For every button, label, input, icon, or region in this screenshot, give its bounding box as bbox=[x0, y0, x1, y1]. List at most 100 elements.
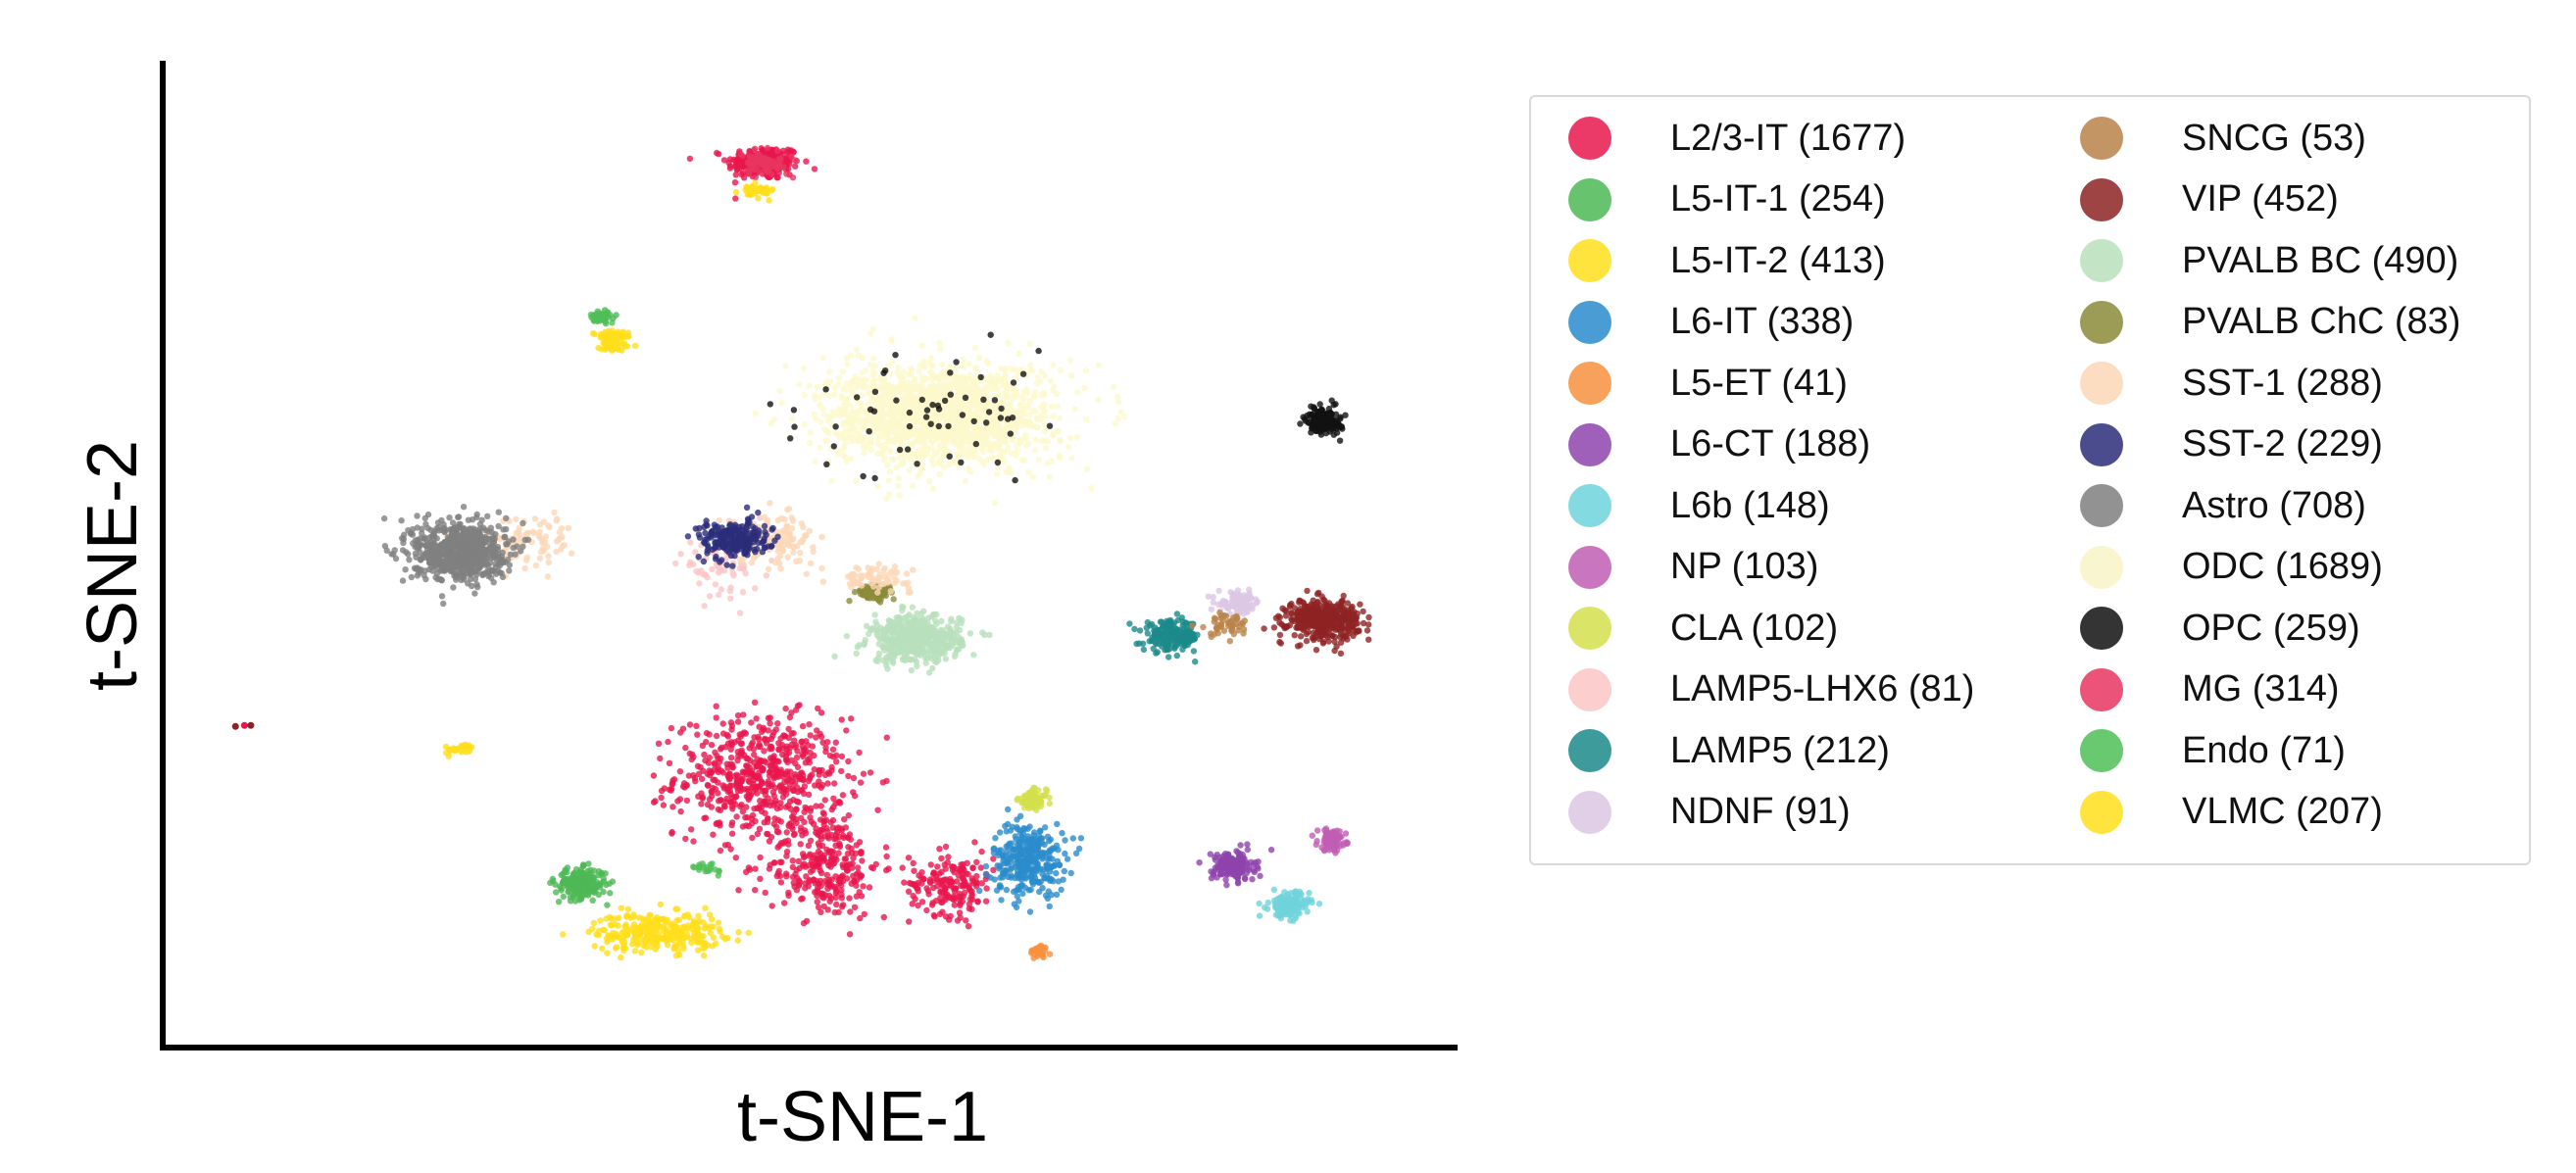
data-point bbox=[987, 874, 994, 881]
data-point bbox=[829, 824, 837, 831]
data-point bbox=[1049, 845, 1057, 852]
data-point bbox=[753, 783, 761, 790]
data-point bbox=[1314, 598, 1321, 606]
data-point bbox=[1327, 631, 1334, 638]
data-point bbox=[793, 754, 801, 761]
data-point bbox=[603, 881, 610, 888]
data-point bbox=[1278, 621, 1285, 628]
data-point bbox=[820, 817, 828, 825]
data-point bbox=[717, 928, 723, 935]
data-point bbox=[777, 879, 785, 886]
data-point bbox=[785, 725, 792, 733]
data-point bbox=[806, 876, 813, 884]
data-point bbox=[655, 740, 663, 747]
data-point bbox=[751, 751, 758, 758]
data-point bbox=[1189, 631, 1197, 638]
data-point bbox=[986, 631, 993, 639]
data-point bbox=[936, 846, 943, 853]
data-point bbox=[846, 831, 854, 838]
data-point bbox=[1200, 623, 1207, 631]
data-point bbox=[806, 721, 813, 728]
data-point bbox=[1026, 908, 1034, 915]
data-point bbox=[1237, 842, 1244, 849]
data-point bbox=[846, 931, 854, 938]
data-point bbox=[590, 329, 597, 337]
data-point bbox=[694, 731, 701, 738]
data-point bbox=[1325, 622, 1332, 629]
data-point bbox=[948, 617, 955, 625]
data-point bbox=[585, 860, 592, 867]
data-point bbox=[774, 768, 781, 775]
data-point bbox=[1225, 622, 1232, 630]
data-point bbox=[1025, 865, 1033, 873]
data-point bbox=[934, 863, 941, 870]
data-point bbox=[930, 884, 937, 892]
data-point bbox=[788, 514, 795, 521]
data-point bbox=[753, 715, 760, 722]
data-point bbox=[726, 165, 734, 171]
data-points bbox=[231, 144, 1372, 961]
data-point bbox=[732, 163, 739, 171]
data-point bbox=[813, 803, 819, 809]
data-point bbox=[947, 882, 955, 890]
data-point bbox=[584, 890, 592, 897]
data-point bbox=[530, 529, 538, 537]
data-point bbox=[718, 767, 725, 774]
data-point bbox=[1267, 847, 1275, 854]
data-point bbox=[788, 757, 795, 764]
data-point bbox=[1210, 594, 1216, 601]
data-point bbox=[797, 841, 804, 848]
data-point bbox=[641, 939, 649, 946]
data-point bbox=[794, 763, 802, 770]
data-point bbox=[798, 769, 806, 776]
data-point bbox=[770, 793, 778, 800]
data-point bbox=[771, 815, 778, 822]
data-point bbox=[824, 780, 831, 787]
data-point bbox=[818, 564, 825, 572]
data-point bbox=[924, 646, 931, 654]
data-point bbox=[748, 719, 755, 726]
data-point bbox=[657, 901, 664, 908]
data-point bbox=[718, 557, 725, 563]
data-point bbox=[817, 803, 824, 809]
data-point bbox=[591, 943, 598, 950]
data-point bbox=[817, 908, 824, 915]
data-point bbox=[1054, 857, 1062, 864]
data-point bbox=[749, 834, 756, 842]
data-point bbox=[823, 871, 830, 879]
data-point bbox=[883, 853, 890, 860]
data-point bbox=[978, 848, 985, 855]
data-point bbox=[1006, 840, 1013, 848]
data-point bbox=[654, 926, 661, 933]
data-point bbox=[874, 806, 881, 813]
data-point bbox=[1212, 615, 1219, 622]
data-point bbox=[1325, 638, 1332, 645]
data-point bbox=[513, 515, 520, 523]
data-point bbox=[1234, 874, 1241, 881]
data-point bbox=[916, 872, 922, 879]
data-point bbox=[690, 917, 698, 924]
data-point bbox=[974, 899, 981, 905]
data-point bbox=[845, 758, 852, 765]
data-point bbox=[848, 715, 855, 722]
data-point bbox=[802, 759, 809, 766]
data-point bbox=[631, 948, 639, 954]
data-point bbox=[995, 852, 1002, 858]
data-point bbox=[660, 802, 668, 808]
data-point bbox=[555, 899, 563, 905]
data-point bbox=[741, 174, 748, 181]
data-point bbox=[1053, 869, 1060, 877]
data-point bbox=[1313, 620, 1320, 628]
data-point bbox=[793, 806, 800, 812]
data-point bbox=[803, 806, 811, 812]
data-point bbox=[1287, 917, 1294, 924]
data-point bbox=[824, 833, 832, 840]
data-point bbox=[789, 857, 796, 864]
data-point bbox=[593, 879, 600, 886]
data-point bbox=[782, 754, 790, 760]
data-point bbox=[956, 909, 964, 916]
data-point bbox=[770, 802, 777, 808]
data-point bbox=[1243, 608, 1250, 614]
data-point bbox=[706, 911, 714, 918]
data-point bbox=[1328, 836, 1336, 843]
